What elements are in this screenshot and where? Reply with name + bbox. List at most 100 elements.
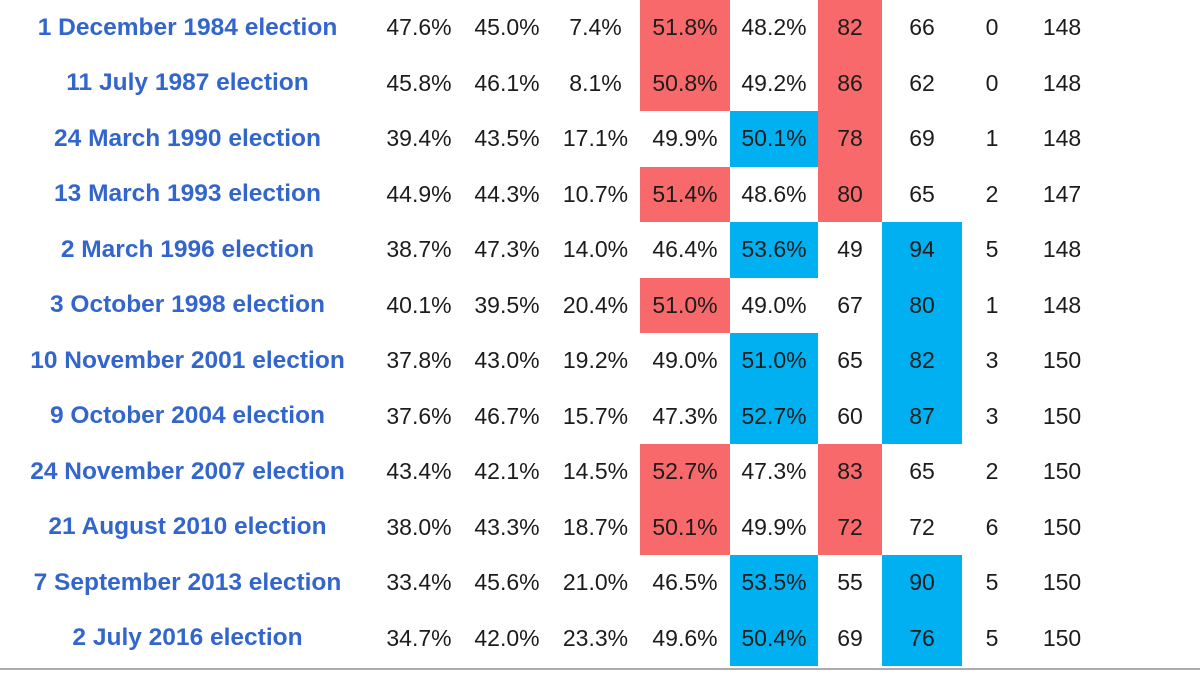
cell-total-seats: 150 <box>1042 513 1082 540</box>
cell-alp-primary-pct: 38.7% <box>386 236 452 263</box>
cell-lnp-seats: 66 <box>909 14 935 41</box>
election-link[interactable]: 3 October 1998 election <box>49 291 326 319</box>
cell-lnp-seats: 69 <box>909 125 935 152</box>
cell-others-primary-pct: 14.5% <box>562 458 629 485</box>
cell-others-primary-pct: 18.7% <box>562 513 629 540</box>
cell-lnp-seats: 65 <box>909 180 935 207</box>
cell-tpp-alp-pct: 47.3% <box>652 402 718 429</box>
cell-tpp-lnp-pct: 49.0% <box>741 291 807 318</box>
cell-election: 2 March 1996 election <box>0 222 375 278</box>
table-row: 21 August 2010 election 38.0% 43.3% 18.7% 50… <box>0 499 1102 555</box>
cell-election: 1 December 1984 election <box>0 0 375 56</box>
cell-alp-seats: 86 <box>818 55 882 111</box>
cell-tpp-alp-pct: 46.5% <box>652 569 718 596</box>
cell-alp-primary-pct: 40.1% <box>386 291 452 318</box>
cell-others-primary-pct: 20.4% <box>562 291 629 318</box>
cell-lnp-seats: 82 <box>882 333 962 389</box>
table-row: 11 July 1987 election 45.8% 46.1% 8.1% 50.8%… <box>0 55 1102 112</box>
cell-lnp-primary-pct: 42.0% <box>474 624 540 651</box>
cell-lnp-primary-pct: 43.5% <box>474 125 540 152</box>
cell-lnp-primary-pct: 43.3% <box>474 513 540 540</box>
cell-election: 9 October 2004 election <box>0 389 375 445</box>
cell-others-seats: 1 <box>985 125 999 152</box>
cell-tpp-alp-pct: 50.1% <box>640 499 730 555</box>
cell-others-seats: 3 <box>985 402 999 429</box>
election-link[interactable]: 13 March 1993 election <box>54 180 321 208</box>
cell-tpp-alp-pct: 51.8% <box>640 0 730 56</box>
cell-alp-seats: 55 <box>837 569 863 596</box>
cell-election: 24 November 2007 election <box>0 444 375 500</box>
cell-alp-primary-pct: 37.6% <box>386 402 452 429</box>
cell-tpp-lnp-pct: 50.4% <box>730 610 818 666</box>
cell-tpp-alp-pct: 46.4% <box>652 236 718 263</box>
cell-lnp-primary-pct: 39.5% <box>474 291 540 318</box>
cell-others-primary-pct: 15.7% <box>562 402 629 429</box>
cell-alp-seats: 67 <box>837 291 863 318</box>
cell-others-seats: 5 <box>985 236 999 263</box>
election-link[interactable]: 24 November 2007 election <box>30 457 345 485</box>
cell-tpp-lnp-pct: 49.2% <box>741 69 807 96</box>
cell-others-primary-pct: 8.1% <box>569 69 622 96</box>
cell-alp-primary-pct: 33.4% <box>386 569 452 596</box>
cell-others-primary-pct: 19.2% <box>562 347 629 374</box>
election-link[interactable]: 10 November 2001 election <box>30 346 345 374</box>
election-link[interactable]: 1 December 1984 election <box>37 13 338 41</box>
cell-others-primary-pct: 21.0% <box>562 569 629 596</box>
cell-election: 7 September 2013 election <box>0 555 375 611</box>
cell-alp-seats: 65 <box>837 347 863 374</box>
table-row: 9 October 2004 election 37.6% 46.7% 15.7% 47… <box>0 388 1102 445</box>
cell-total-seats: 150 <box>1042 347 1082 374</box>
cell-others-primary-pct: 17.1% <box>562 125 629 152</box>
cell-lnp-seats: 87 <box>882 388 962 444</box>
election-link[interactable]: 24 March 1990 election <box>54 124 321 152</box>
election-link[interactable]: 2 July 2016 election <box>72 624 303 652</box>
cell-total-seats: 150 <box>1042 624 1082 651</box>
cell-others-seats: 5 <box>985 569 999 596</box>
cell-alp-primary-pct: 44.9% <box>386 180 452 207</box>
cell-alp-primary-pct: 47.6% <box>386 14 452 41</box>
cell-others-seats: 5 <box>985 624 999 651</box>
cell-lnp-seats: 72 <box>909 513 935 540</box>
cell-lnp-primary-pct: 45.0% <box>474 14 540 41</box>
cell-election: 11 July 1987 election <box>0 56 375 112</box>
table-row: 3 October 1998 election 40.1% 39.5% 20.4% 51… <box>0 277 1102 333</box>
cell-others-seats: 2 <box>985 180 999 207</box>
cell-tpp-lnp-pct: 48.2% <box>741 14 807 41</box>
cell-tpp-lnp-pct: 49.9% <box>741 513 807 540</box>
table-row: 24 March 1990 election 39.4% 43.5% 17.1% 49.… <box>0 111 1102 167</box>
election-link[interactable]: 7 September 2013 election <box>33 568 342 596</box>
cell-tpp-lnp-pct: 47.3% <box>741 458 807 485</box>
cell-alp-seats: 82 <box>818 0 882 56</box>
election-link[interactable]: 9 October 2004 election <box>49 402 326 430</box>
cell-election: 10 November 2001 election <box>0 333 375 389</box>
cell-tpp-alp-pct: 49.9% <box>652 125 718 152</box>
cell-lnp-primary-pct: 46.1% <box>474 69 540 96</box>
election-link[interactable]: 11 July 1987 election <box>66 69 309 97</box>
election-link[interactable]: 2 March 1996 election <box>60 235 315 263</box>
election-link[interactable]: 21 August 2010 election <box>48 513 327 541</box>
cell-others-primary-pct: 10.7% <box>562 180 629 207</box>
cell-tpp-lnp-pct: 50.1% <box>730 111 818 167</box>
cell-total-seats: 148 <box>1042 69 1082 96</box>
cell-others-seats: 1 <box>985 291 999 318</box>
cell-others-primary-pct: 7.4% <box>569 14 622 41</box>
cell-lnp-primary-pct: 43.0% <box>474 347 540 374</box>
cell-lnp-primary-pct: 47.3% <box>474 236 540 263</box>
cell-tpp-lnp-pct: 48.6% <box>741 180 807 207</box>
cell-tpp-alp-pct: 52.7% <box>640 444 730 500</box>
cell-total-seats: 148 <box>1042 291 1082 318</box>
cell-others-primary-pct: 23.3% <box>562 624 629 651</box>
cell-alp-primary-pct: 43.4% <box>386 458 452 485</box>
table-bottom-rule <box>0 668 1200 670</box>
cell-tpp-lnp-pct: 53.5% <box>730 555 818 611</box>
cell-alp-primary-pct: 45.8% <box>386 69 452 96</box>
cell-alp-primary-pct: 39.4% <box>386 125 452 152</box>
cell-total-seats: 148 <box>1042 236 1082 263</box>
cell-total-seats: 147 <box>1042 180 1082 207</box>
table-row: 24 November 2007 election 43.4% 42.1% 14.5%… <box>0 444 1102 500</box>
cell-tpp-alp-pct: 51.0% <box>640 277 730 333</box>
cell-tpp-alp-pct: 49.6% <box>652 624 718 651</box>
cell-alp-primary-pct: 34.7% <box>386 624 452 651</box>
cell-others-seats: 0 <box>985 69 999 96</box>
